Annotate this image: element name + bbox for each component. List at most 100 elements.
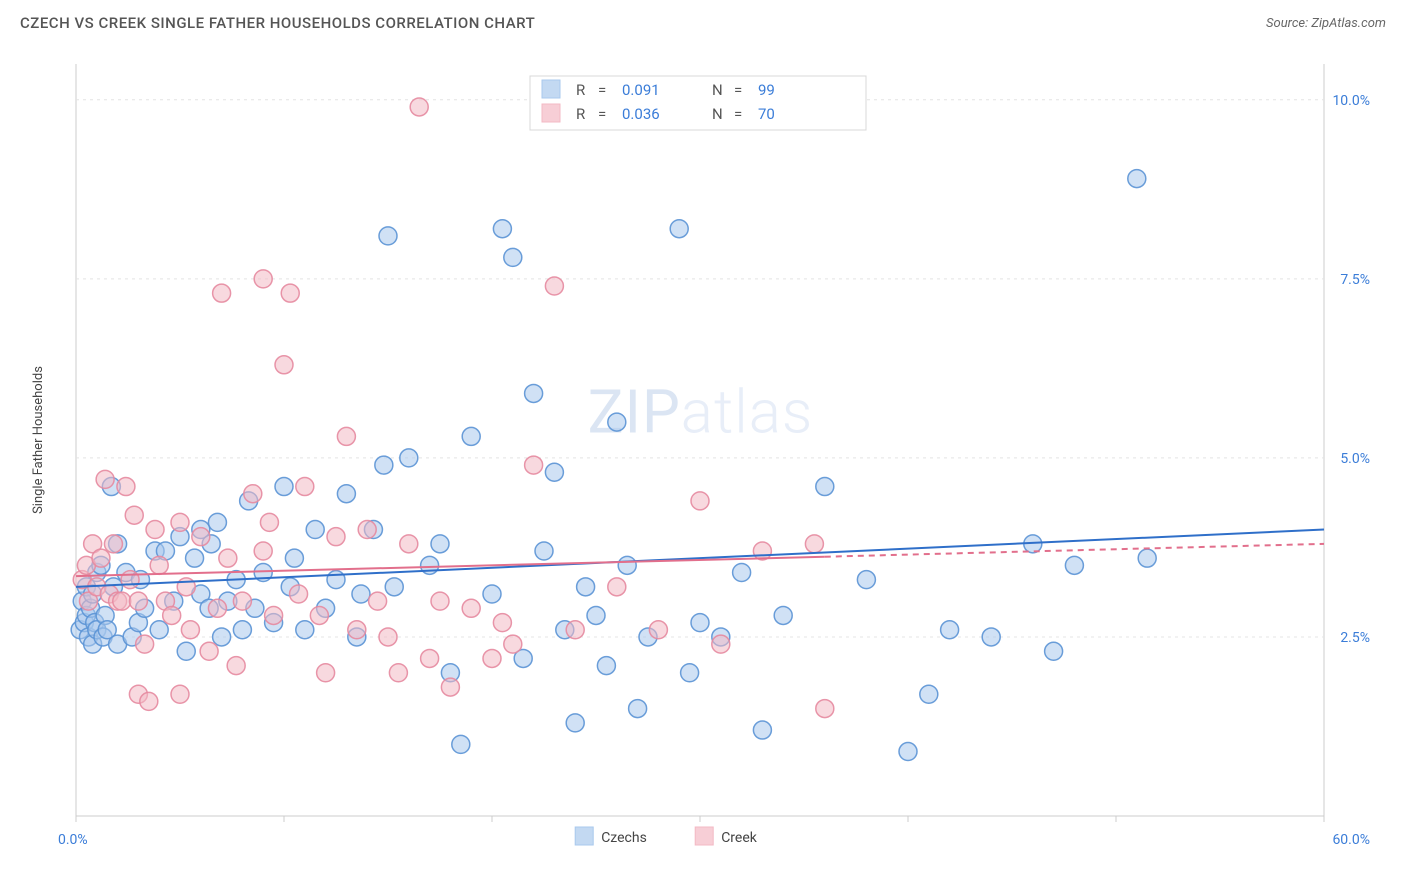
data-point [421,649,439,667]
data-point [774,606,792,624]
data-point [254,270,272,288]
data-point [310,606,328,624]
data-point [535,542,553,560]
data-point [233,592,251,610]
data-point [899,743,917,761]
stats-equals: = [598,105,606,123]
data-point [129,592,147,610]
data-point [618,556,636,574]
data-point [150,556,168,574]
x-min-label: 0.0% [58,832,88,848]
y-tick-label: 5.0% [1340,451,1370,467]
chart-area: 2.5%5.0%7.5%10.0%0.0%60.0%Single Father … [20,50,1386,872]
data-point [285,549,303,567]
data-point [483,649,501,667]
data-point [192,528,210,546]
data-point [117,478,135,496]
data-point [816,478,834,496]
data-point [290,585,308,603]
legend-label: Czechs [601,830,647,846]
data-point [146,521,164,539]
stats-n-value: 70 [758,105,775,123]
data-point [260,513,278,531]
data-point [327,528,345,546]
data-point [121,571,139,589]
data-point [96,470,114,488]
data-point [136,635,154,653]
data-point [691,492,709,510]
data-point [1045,642,1063,660]
data-point [670,220,688,238]
data-point [400,449,418,467]
data-point [545,463,563,481]
data-point [805,535,823,553]
data-point [504,635,522,653]
data-point [208,599,226,617]
data-point [597,657,615,675]
data-point [140,692,158,710]
stats-n-label: N [712,81,723,99]
stats-r-label: R [576,105,585,123]
stats-equals: = [734,105,742,123]
data-point [1065,556,1083,574]
data-point [379,227,397,245]
chart-title: CZECH VS CREEK SINGLE FATHER HOUSEHOLDS … [20,14,535,32]
stats-n-label: N [712,105,723,123]
trend-line-creek-dashed [825,544,1324,557]
y-tick-label: 10.0% [1332,93,1370,109]
data-point [400,535,418,553]
data-point [348,621,366,639]
data-point [181,621,199,639]
data-point [104,535,122,553]
data-point [712,635,730,653]
data-point [504,248,522,266]
data-point [200,642,218,660]
data-point [525,456,543,474]
data-point [733,563,751,581]
stats-equals: = [734,81,742,99]
source-attribution: Source: ZipAtlas.com [1266,16,1386,31]
data-point [431,535,449,553]
data-point [649,621,667,639]
data-point [1138,549,1156,567]
data-point [385,578,403,596]
data-point [410,98,428,116]
y-axis-title: Single Father Households [31,366,46,514]
data-point [753,721,771,739]
data-point [379,628,397,646]
x-max-label: 60.0% [1332,832,1370,848]
data-point [441,678,459,696]
stats-r-value: 0.036 [622,105,660,123]
data-point [163,606,181,624]
data-point [691,614,709,632]
data-point [857,571,875,589]
data-point [177,642,195,660]
data-point [375,456,393,474]
stats-n-value: 99 [758,81,775,99]
data-point [171,685,189,703]
data-point [171,513,189,531]
data-point [462,599,480,617]
data-point [566,621,584,639]
data-point [337,427,355,445]
legend-swatch [575,827,593,845]
data-point [816,700,834,718]
data-point [281,284,299,302]
data-point [493,614,511,632]
data-point [296,478,314,496]
data-point [213,284,231,302]
data-point [577,578,595,596]
data-point [608,413,626,431]
data-point [629,700,647,718]
data-point [941,621,959,639]
data-point [1128,170,1146,188]
data-point [545,277,563,295]
data-point [920,685,938,703]
stats-r-label: R [576,81,585,99]
data-point [275,478,293,496]
data-point [150,621,168,639]
data-point [317,664,335,682]
data-point [244,485,262,503]
y-tick-label: 7.5% [1340,272,1370,288]
data-point [566,714,584,732]
